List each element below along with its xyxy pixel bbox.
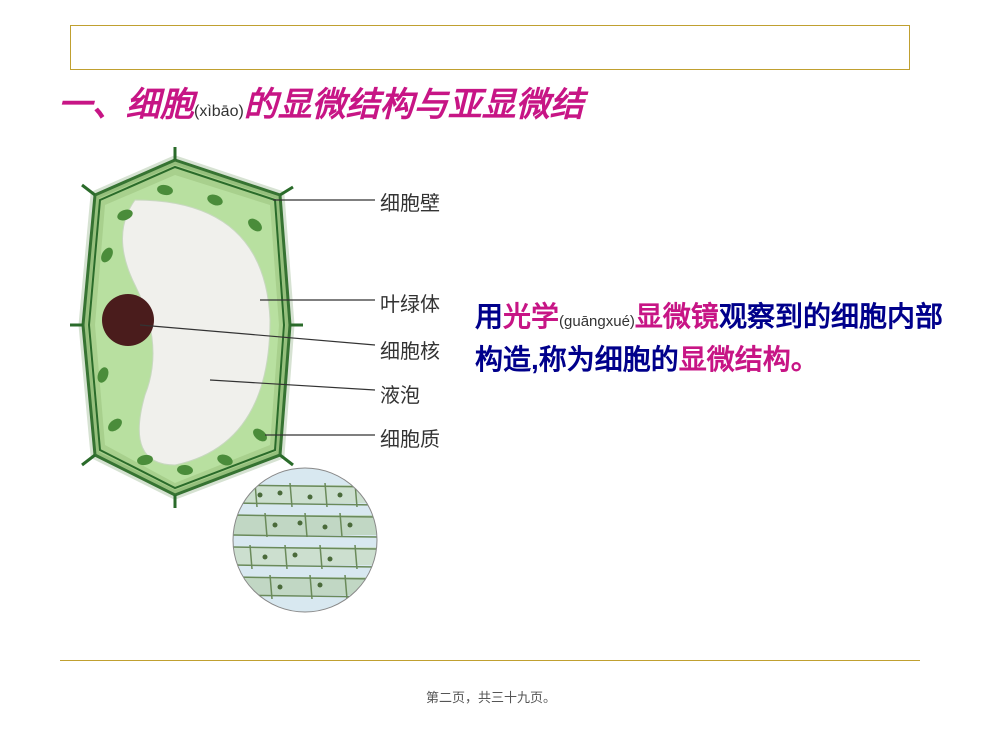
label-nucleus: 细胞核	[380, 335, 440, 364]
body-t3: 显微镜	[635, 301, 719, 332]
header-box	[70, 25, 910, 70]
label-cytoplasm: 细胞质	[380, 423, 440, 452]
title-pinyin: (xìbāo)	[194, 103, 244, 120]
nucleus-shape	[102, 294, 154, 346]
label-vacuole: 液泡	[380, 379, 420, 408]
body-pinyin: (guāngxué)	[559, 313, 635, 330]
label-chloroplast: 叶绿体	[380, 288, 440, 317]
body-t1: 用	[475, 301, 503, 332]
slide-title: 一、细胞(xìbāo)的显微结构与亚显微结	[58, 85, 928, 126]
label-cell-wall: 细胞壁	[380, 187, 440, 216]
body-t2: 光学	[503, 301, 559, 332]
page-footer: 第二页，共三十九页。	[0, 687, 982, 706]
title-part1: 一、细胞	[58, 86, 194, 124]
microscope-image	[230, 465, 380, 615]
cell-diagram: 细胞壁 叶绿体 细胞核 液泡 细胞质	[65, 145, 445, 515]
title-part2: 的显微结构与亚显微结	[244, 86, 584, 124]
body-t6: 。	[791, 344, 819, 375]
body-t5: 显微结构	[679, 344, 791, 375]
body-text: 用光学(guāngxué)显微镜观察到的细胞内部构造,称为细胞的显微结构。	[475, 295, 945, 382]
divider-line	[60, 660, 920, 661]
